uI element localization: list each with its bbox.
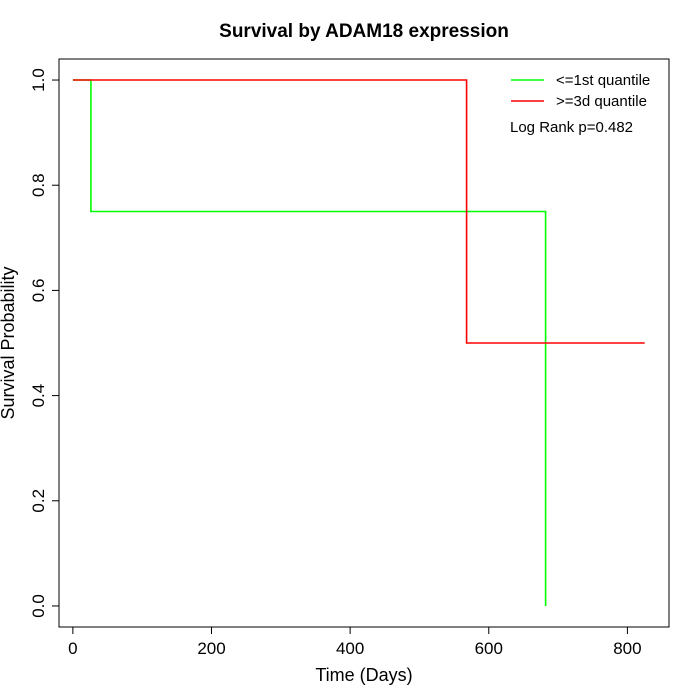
legend: <=1st quantile >=3d quantile: [511, 72, 650, 110]
legend-label: >=3d quantile: [556, 93, 647, 110]
x-tick-label: 600: [475, 639, 503, 658]
y-tick-label: 1.0: [29, 68, 48, 92]
x-tick-label: 200: [197, 639, 225, 658]
series-layer: [72, 79, 645, 606]
legend-label: <=1st quantile: [556, 72, 650, 89]
log-rank-annotation: Log Rank p=0.482: [510, 119, 633, 136]
y-tick-label: 0.2: [29, 489, 48, 513]
y-tick-label: 0.6: [29, 279, 48, 303]
x-tick-label: 400: [336, 639, 364, 658]
x-tick-label: 800: [613, 639, 641, 658]
x-axis: 0 200 400 600 800: [68, 627, 642, 658]
chart-title: Survival by ADAM18 expression: [219, 21, 509, 42]
x-tick-label: 0: [68, 639, 77, 658]
y-tick-label: 0.8: [29, 173, 48, 197]
series-line-1: [72, 79, 645, 344]
plot-frame: [58, 58, 670, 628]
y-tick-label: 0.0: [29, 594, 48, 618]
x-axis-label: Time (Days): [315, 665, 412, 685]
y-tick-label: 0.4: [29, 384, 48, 408]
y-axis: 0.0 0.2 0.4 0.6 0.8 1.0: [29, 68, 59, 618]
y-axis-label: Survival Probability: [0, 266, 18, 419]
